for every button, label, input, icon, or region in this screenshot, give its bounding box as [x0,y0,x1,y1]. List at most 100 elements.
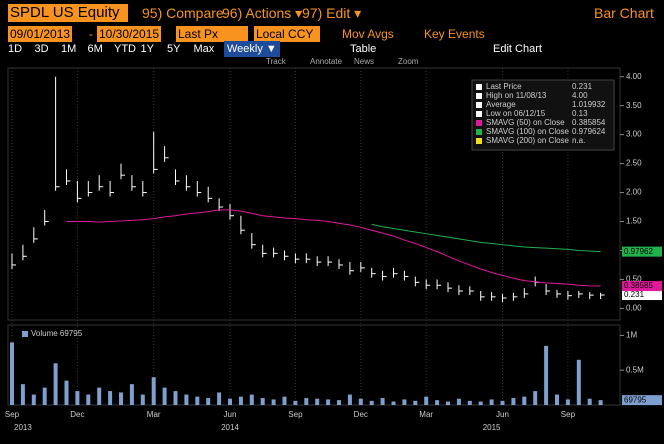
value-tag [622,281,662,292]
button[interactable]: Table [350,43,377,55]
volume-bar [315,398,320,405]
dash: - [89,27,93,41]
volume-bar [162,387,167,405]
legend-box [471,79,615,151]
volume-bar [53,363,58,405]
volume-bar [195,396,200,405]
date-field[interactable]: 10/30/2015 [97,26,162,42]
volume-bar [489,399,494,405]
menu[interactable]: 95) Compare [142,5,224,21]
volume-bar [369,400,374,405]
volume-bar [587,398,592,405]
x-tick-label: Sep [561,410,576,419]
volume-bar [119,392,123,405]
y-tick-label: 4.00 [626,72,642,81]
year-label: 2015 [483,423,501,432]
tool[interactable]: Track [266,57,286,66]
volume-bar [446,401,450,405]
button[interactable]: Edit Chart [493,43,542,55]
checkbox-label[interactable]: Mov Avgs [342,27,394,41]
volume-bar [173,391,178,405]
legend-swatch [476,102,482,108]
volume-bar [304,398,309,405]
ticker[interactable]: SPDL US Equity [8,4,128,22]
volume-bar [544,345,549,405]
volume-bar [86,394,91,405]
menu[interactable]: 96) Actions ▾ [222,5,303,21]
volume-legend: Volume 69795 [31,329,83,338]
volume-bar [282,396,287,405]
volume-bar [206,398,211,405]
period-button[interactable]: YTD [114,43,136,55]
y-tick-label: 2.00 [626,188,642,197]
x-tick-label: Jun [496,410,509,419]
y-tick-label: 0.50 [626,275,642,284]
y-tick-label: 3.50 [626,101,642,110]
y-tick-label: 1.50 [626,217,642,226]
volume-bar [10,342,14,405]
volume-bar [435,400,440,405]
volume-bar [533,391,538,405]
legend-label: Average [486,100,516,109]
volume-bar [478,401,483,405]
period-button[interactable]: 3D [34,43,49,55]
volume-bar [217,392,222,405]
volume-bar [20,384,25,405]
currency[interactable]: Local CCY [254,26,320,42]
y-tick-label: 2.50 [626,159,642,168]
value-tag-label: 0.97962 [624,247,653,256]
legend-value: n.a. [572,136,585,145]
tool[interactable]: Annotate [310,57,343,66]
menu[interactable]: 97) Edit ▾ [302,5,362,21]
volume-bar [31,394,36,405]
period-button[interactable]: 5Y [167,43,181,55]
year-label: 2014 [221,423,239,432]
x-tick-label: Mar [419,410,433,419]
legend-swatch [476,129,482,135]
x-tick-label: Mar [147,410,161,419]
volume-bar [576,359,581,405]
value-tag-label: 0.231 [624,290,645,299]
checkbox-label[interactable]: Key Events [424,27,485,41]
volume-bar [402,399,407,405]
x-tick-label: Sep [288,410,303,419]
volume-bar [424,396,429,405]
moving-average [66,209,601,287]
volume-swatch [22,331,28,337]
legend-value: 0.231 [572,82,593,91]
period-button[interactable]: 6M [87,43,103,55]
legend-label: Last Price [486,82,522,91]
volume-bar [108,391,113,405]
legend-value: 0.385854 [572,118,606,127]
frequency[interactable]: Weekly ▼ [224,41,280,57]
period-button[interactable]: 1Y [140,43,154,55]
volume-bar [500,400,505,405]
volume-bar [249,394,254,405]
period-button[interactable]: 1M [61,43,77,55]
value-tag [622,395,662,406]
volume-bar [326,399,331,405]
x-tick-label: Dec [354,410,368,419]
volume-bar [151,377,156,405]
date-field[interactable]: 09/01/2013 [8,26,73,42]
moving-average [371,223,601,253]
volume-bar [42,387,47,405]
volume-bar [260,398,265,405]
legend-label: SMAVG (50) on Close [486,118,565,127]
volume-bar [337,400,341,405]
legend-swatch [476,120,482,126]
volume-bar [293,400,298,405]
volume-bar [456,398,461,405]
period-button[interactable]: 1D [8,43,23,55]
tool[interactable]: Zoom [398,57,419,66]
volume-bar [238,396,243,405]
period-button[interactable]: Max [193,43,215,55]
field[interactable]: Last Px [176,26,248,42]
x-tick-label: Sep [5,410,20,419]
legend-swatch [476,111,482,117]
volume-bar [184,394,189,405]
volume-bar [140,394,145,405]
y-tick-label: 0.5M [626,365,644,374]
tool[interactable]: News [354,57,375,66]
volume-bar [358,398,363,405]
